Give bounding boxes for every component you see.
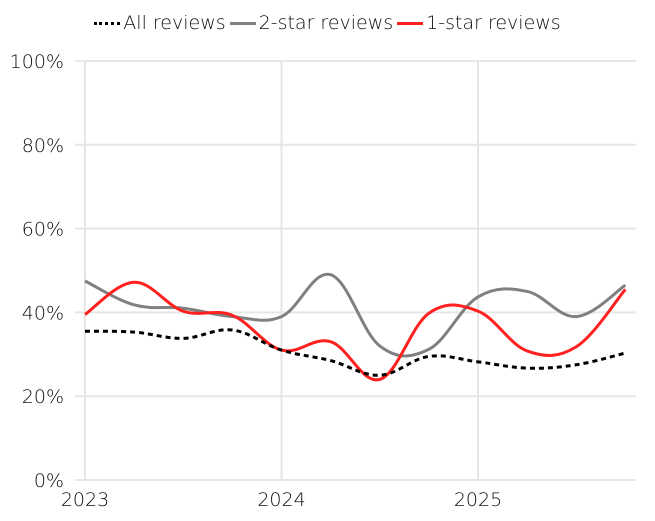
series-line-1-star-reviews [84,280,627,382]
legend-label: All reviews [123,12,226,34]
y-axis-ticks: 0% 20% 40% 60% 80% 100% [10,51,64,492]
legend-item-1-star[interactable]: 1-star reviews [397,12,561,34]
dotted-line-swatch-icon [94,21,121,25]
y-tick-label: 80% [22,135,64,157]
y-tick-label: 40% [22,302,64,324]
gray-line-swatch-icon [229,21,256,25]
x-tick-label: 2025 [454,489,502,511]
y-tick-label: 100% [10,51,64,73]
y-tick-label: 60% [22,219,64,241]
y-tick-label: 20% [22,386,64,408]
legend-label: 2-star reviews [258,12,394,34]
series-lines [84,272,627,382]
legend-label: 1-star reviews [426,12,561,34]
series-line-2-star-reviews [84,272,627,358]
legend-item-all-reviews[interactable]: All reviews [94,12,226,34]
chart-legend: All reviews 2-star reviews 1-star review… [0,12,655,34]
red-line-swatch-icon [397,21,424,25]
series-line-all-reviews [84,328,626,377]
gridlines [75,60,636,481]
x-tick-label: 2023 [61,489,109,511]
x-axis-ticks: 2023 2024 2025 [61,489,502,511]
legend-item-2-star[interactable]: 2-star reviews [229,12,394,34]
x-tick-label: 2024 [257,489,305,511]
y-tick-label: 0% [34,470,64,492]
